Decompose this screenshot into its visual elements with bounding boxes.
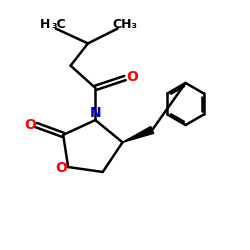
- Text: CH₃: CH₃: [112, 18, 138, 31]
- Text: O: O: [55, 161, 67, 175]
- Text: N: N: [90, 106, 101, 120]
- Text: O: O: [126, 70, 138, 84]
- Text: ₃C: ₃C: [51, 18, 66, 31]
- Polygon shape: [122, 126, 154, 142]
- Text: O: O: [24, 118, 36, 132]
- Text: H: H: [40, 18, 50, 31]
